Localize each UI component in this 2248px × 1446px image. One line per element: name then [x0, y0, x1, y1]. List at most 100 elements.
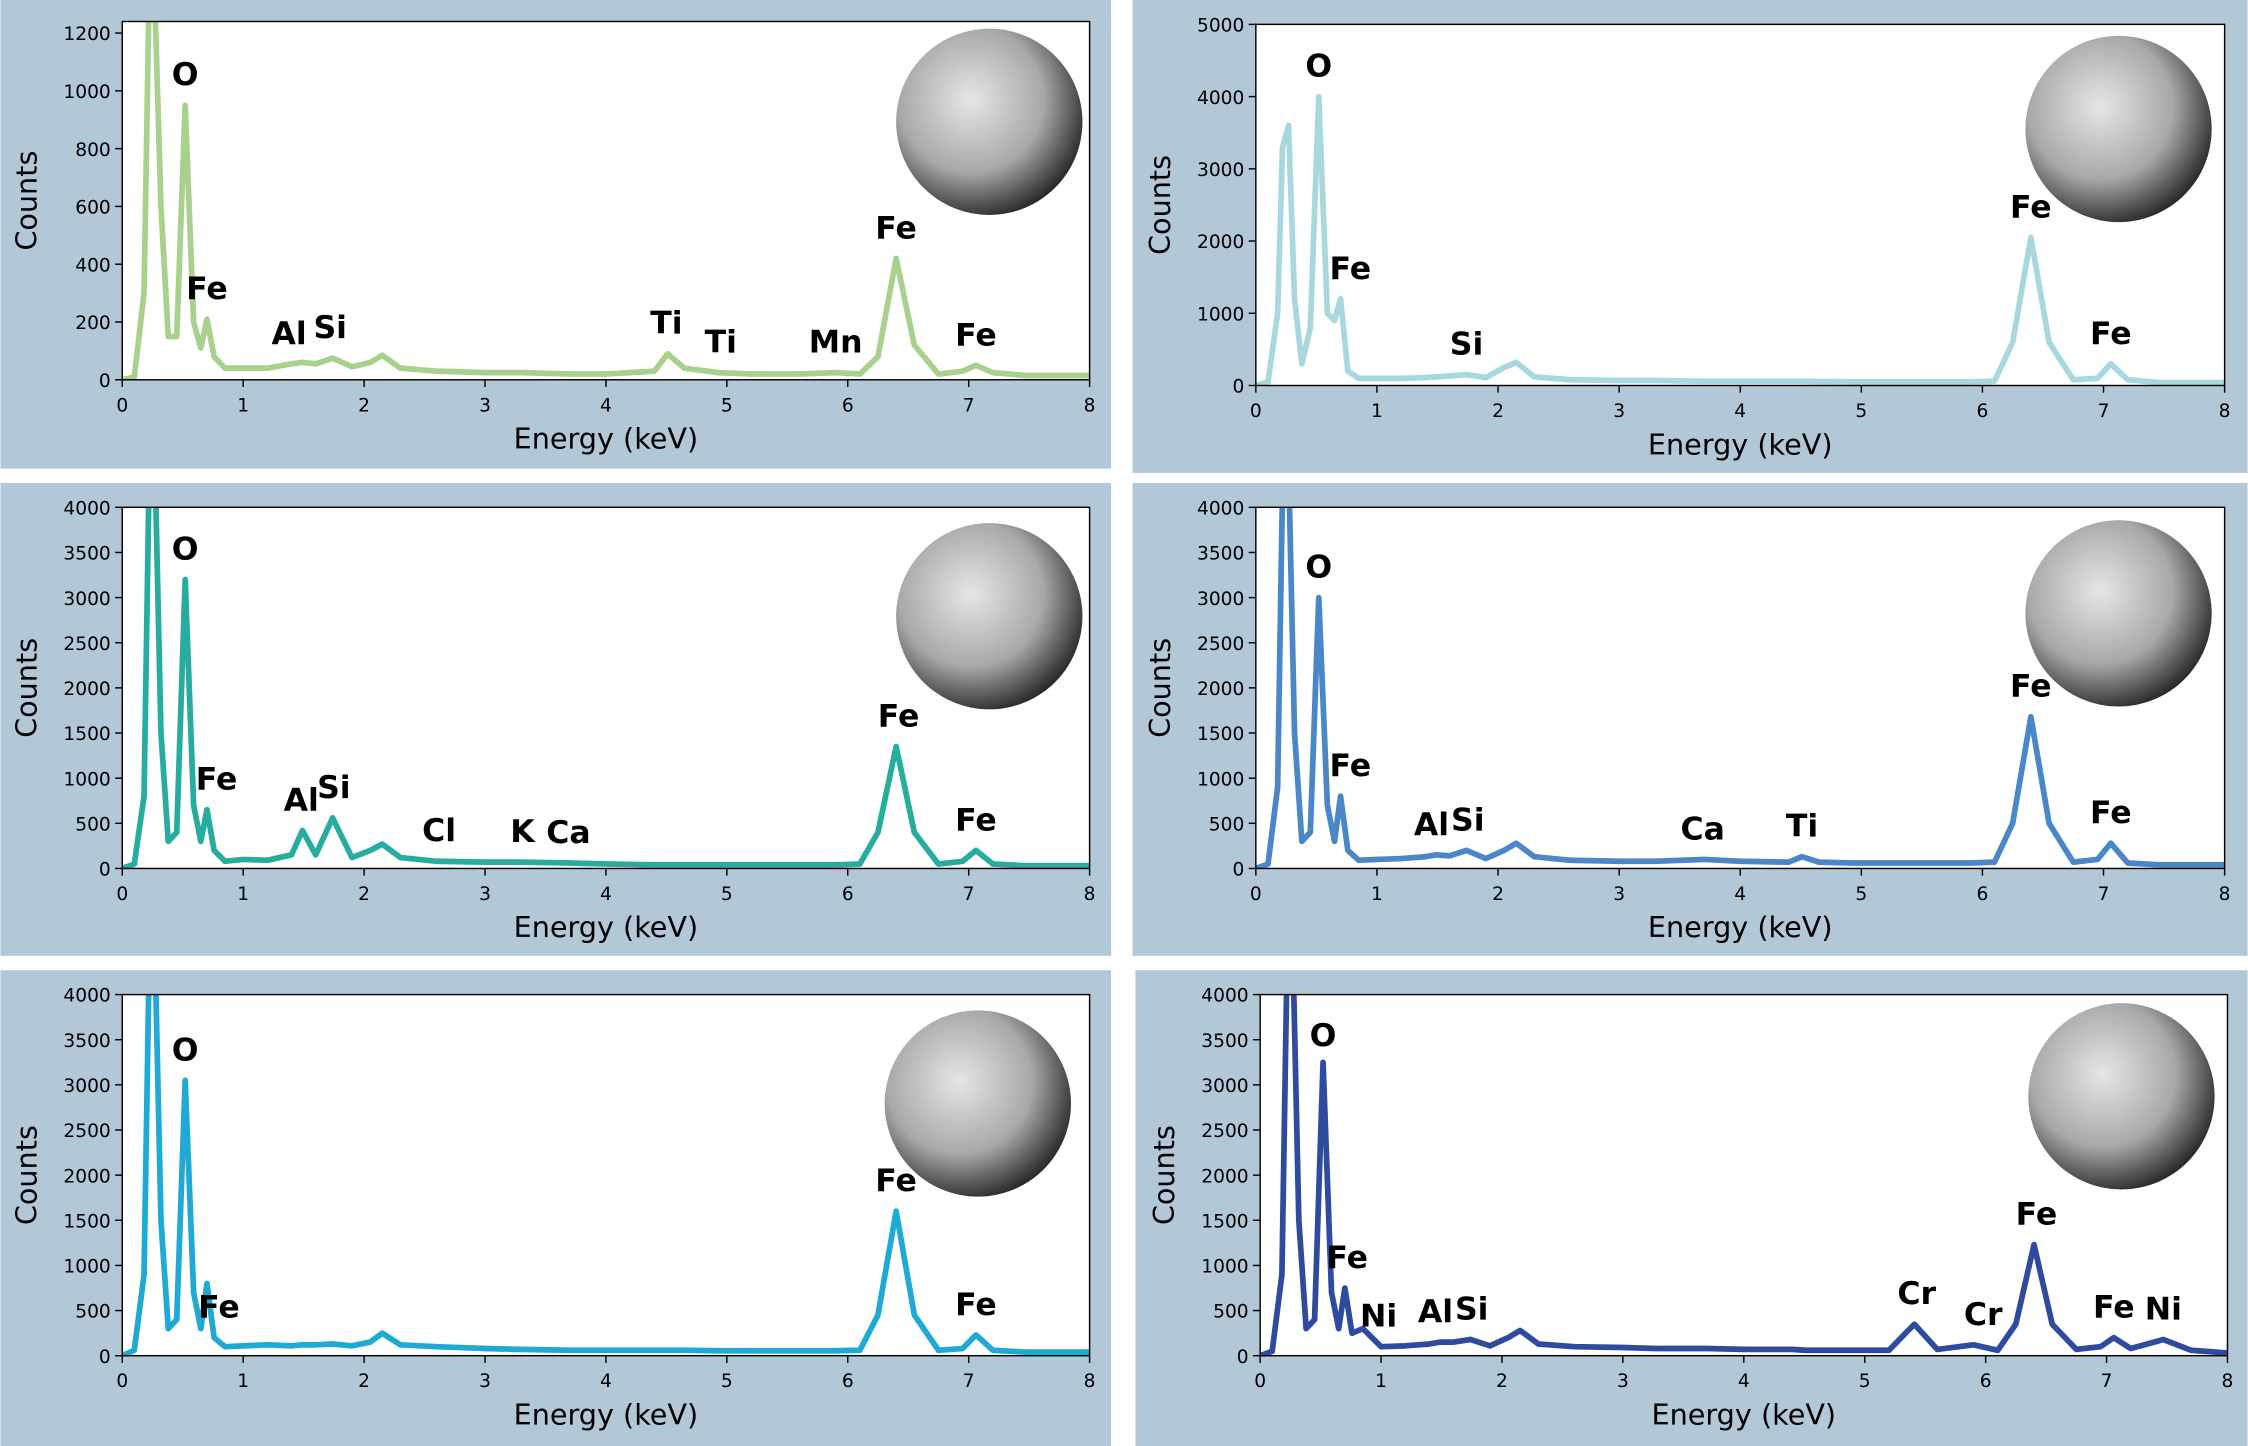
- y-axis-label: Counts: [1143, 155, 1177, 255]
- y-axis-label: Counts: [1143, 638, 1177, 738]
- peak-label: Al: [1414, 807, 1449, 843]
- spectrum-line: [122, 21, 1090, 380]
- x-tick-label: 5: [721, 395, 733, 416]
- spectrum-line: [1255, 93, 2225, 386]
- particle-image: [884, 1010, 1071, 1197]
- peak-label: Ti: [650, 306, 682, 342]
- x-tick-label: 0: [1254, 1371, 1266, 1392]
- x-tick-label: 2: [1492, 884, 1504, 905]
- x-tick-label: 1: [237, 884, 249, 905]
- y-tick-label: 1000: [1201, 1257, 1248, 1278]
- x-tick-label: 8: [2219, 401, 2231, 422]
- x-tick-label: 1: [237, 395, 249, 416]
- peak-label: Fe: [955, 802, 997, 838]
- peak-label: Si: [317, 770, 351, 806]
- x-tick-label: 4: [1738, 1371, 1750, 1392]
- x-tick-label: 6: [842, 395, 854, 416]
- x-tick-label: 3: [1613, 401, 1625, 422]
- peak-label: Fe: [1326, 1240, 1368, 1276]
- plot-frame: [121, 506, 1091, 870]
- x-tick-label: 3: [479, 884, 491, 905]
- peak-label: O: [172, 57, 199, 93]
- peak-label: Ti: [1786, 809, 1818, 845]
- x-tick-label: 2: [1496, 1371, 1508, 1392]
- peak-label: Ni: [2145, 1291, 2182, 1327]
- y-tick-label: 2500: [1201, 1121, 1248, 1142]
- y-tick-label: 1000: [63, 82, 110, 103]
- plot-frame: [121, 993, 1091, 1357]
- y-tick-label: 3000: [63, 589, 110, 610]
- peak-label: O: [1305, 550, 1332, 586]
- y-tick-label: 2000: [63, 679, 110, 700]
- peak-label: Al: [272, 316, 307, 352]
- plot-frame: [1255, 23, 2226, 387]
- x-tick-label: 8: [1084, 395, 1096, 416]
- y-tick-label: 0: [1237, 1347, 1249, 1368]
- spectrum-line: [122, 994, 1090, 1356]
- x-tick-label: 4: [600, 884, 612, 905]
- x-tick-label: 5: [721, 884, 733, 905]
- peak-label: O: [172, 531, 199, 567]
- peak-label: Fe: [2016, 1197, 2058, 1233]
- y-tick-label: 1200: [63, 24, 110, 45]
- peak-label: K: [510, 814, 536, 850]
- y-tick-label: 500: [1209, 814, 1245, 835]
- x-tick-label: 3: [479, 395, 491, 416]
- x-tick-label: 6: [842, 884, 854, 905]
- x-tick-label: 6: [842, 1371, 854, 1392]
- peak-label: O: [172, 1032, 199, 1068]
- peak-label: Ti: [705, 324, 737, 360]
- y-tick-label: 1500: [1201, 1211, 1248, 1232]
- particle-image: [2025, 520, 2212, 707]
- x-tick-label: 8: [1084, 884, 1096, 905]
- x-tick-label: 5: [1855, 401, 1867, 422]
- y-tick-label: 1000: [1197, 769, 1244, 790]
- peak-label: Cl: [422, 813, 456, 849]
- peak-label: Fe: [1329, 748, 1371, 784]
- y-tick-label: 400: [75, 255, 111, 276]
- x-tick-label: 5: [1859, 1371, 1871, 1392]
- peak-label: Fe: [875, 210, 917, 246]
- peak-label: Ni: [1360, 1299, 1397, 1335]
- x-tick-label: 2: [358, 884, 370, 905]
- y-tick-label: 3000: [63, 1076, 110, 1097]
- x-tick-label: 8: [2219, 884, 2231, 905]
- y-tick-label: 0: [1233, 377, 1245, 398]
- y-tick-label: 2000: [1201, 1166, 1248, 1187]
- y-tick-label: 3500: [63, 544, 110, 565]
- x-tick-label: 1: [1375, 1371, 1387, 1392]
- x-tick-label: 4: [600, 1371, 612, 1392]
- x-axis-label: Energy (keV): [1648, 910, 1833, 944]
- x-tick-label: 7: [963, 884, 975, 905]
- y-tick-label: 3500: [63, 1031, 110, 1052]
- y-tick-label: 3500: [1201, 1031, 1248, 1052]
- y-tick-label: 2000: [1197, 232, 1244, 253]
- peak-label: Cr: [1964, 1297, 2003, 1333]
- peak-label: Fe: [878, 699, 920, 735]
- peak-label: O: [1310, 1018, 1337, 1054]
- x-axis-label: Energy (keV): [514, 422, 699, 456]
- peak-label: Mn: [809, 324, 863, 360]
- y-tick-label: 600: [75, 198, 111, 219]
- particle-image: [896, 28, 1083, 215]
- y-tick-label: 2500: [63, 634, 110, 655]
- peak-label: Fe: [186, 271, 228, 307]
- x-tick-label: 1: [237, 1371, 249, 1392]
- peak-label: Fe: [1329, 251, 1371, 287]
- x-axis-label: Energy (keV): [514, 910, 699, 944]
- x-tick-label: 7: [2101, 1371, 2113, 1392]
- x-tick-label: 3: [1613, 884, 1625, 905]
- y-tick-label: 1500: [63, 1211, 110, 1232]
- spectrum-line: [122, 507, 1090, 869]
- peak-label: Fe: [2010, 669, 2052, 705]
- particle-image: [2028, 1003, 2215, 1190]
- x-tick-label: 7: [2098, 884, 2110, 905]
- y-tick-label: 1500: [1197, 724, 1244, 745]
- x-tick-label: 0: [116, 395, 128, 416]
- y-tick-label: 4000: [63, 498, 110, 519]
- plot-frame: [1259, 993, 2229, 1357]
- y-axis-label: Counts: [9, 638, 43, 738]
- y-tick-label: 1000: [63, 1257, 110, 1278]
- x-tick-label: 2: [1492, 401, 1504, 422]
- y-tick-label: 2000: [1197, 679, 1244, 700]
